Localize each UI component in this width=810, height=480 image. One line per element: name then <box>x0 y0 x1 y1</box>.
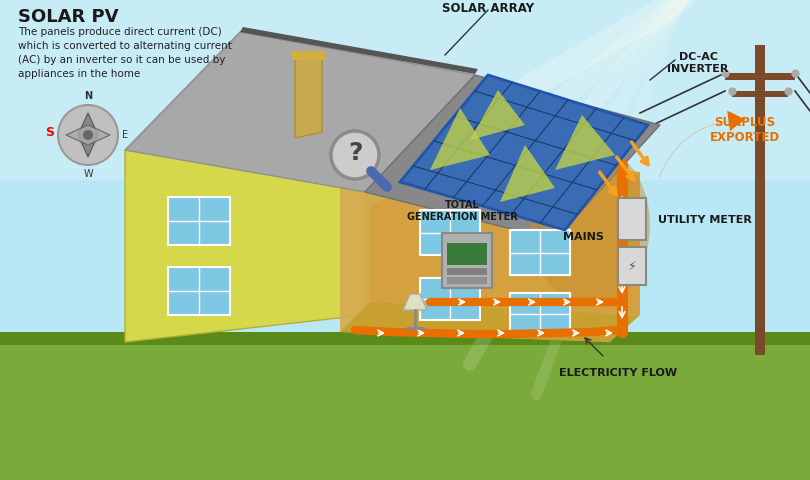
Text: SOLAR ARRAY: SOLAR ARRAY <box>442 2 534 15</box>
Text: which is converted to alternating current: which is converted to alternating curren… <box>18 41 232 51</box>
Polygon shape <box>430 108 490 170</box>
Bar <box>0 0 810 180</box>
Polygon shape <box>403 294 427 310</box>
Bar <box>292 51 325 60</box>
Circle shape <box>58 105 118 165</box>
Circle shape <box>331 131 379 179</box>
Bar <box>618 198 646 240</box>
Text: MAINS: MAINS <box>563 232 603 242</box>
Polygon shape <box>78 113 98 157</box>
Polygon shape <box>400 75 648 230</box>
Bar <box>168 267 230 315</box>
Text: ⚡: ⚡ <box>628 260 637 273</box>
Bar <box>168 197 230 245</box>
Bar <box>447 277 487 284</box>
Polygon shape <box>125 29 245 152</box>
Polygon shape <box>295 54 322 138</box>
Polygon shape <box>500 145 555 202</box>
Bar <box>420 278 480 320</box>
Text: N: N <box>84 91 92 101</box>
Text: The panels produce direct current (DC): The panels produce direct current (DC) <box>18 27 222 37</box>
Text: (AC) by an inverter so it can be used by: (AC) by an inverter so it can be used by <box>18 55 225 65</box>
Polygon shape <box>470 90 525 140</box>
Text: SURPLUS
EXPORTED: SURPLUS EXPORTED <box>710 116 780 144</box>
Bar <box>420 210 480 255</box>
Polygon shape <box>370 162 640 315</box>
Bar <box>510 230 570 275</box>
Polygon shape <box>240 27 478 74</box>
Polygon shape <box>365 105 610 342</box>
Text: SOLAR PV: SOLAR PV <box>18 8 118 26</box>
Polygon shape <box>340 302 640 342</box>
Text: ELECTRICITY FLOW: ELECTRICITY FLOW <box>559 368 677 378</box>
Text: S: S <box>45 127 54 140</box>
Text: TOTAL
GENERATION METER: TOTAL GENERATION METER <box>407 201 518 222</box>
Text: W: W <box>83 169 93 179</box>
FancyArrowPatch shape <box>659 111 745 178</box>
Text: E: E <box>122 130 128 140</box>
Bar <box>510 293 570 335</box>
Ellipse shape <box>530 145 650 305</box>
Polygon shape <box>66 125 110 145</box>
Polygon shape <box>365 75 660 240</box>
Bar <box>618 247 646 285</box>
Bar <box>447 243 487 265</box>
Bar <box>755 45 765 355</box>
Polygon shape <box>0 340 810 480</box>
Polygon shape <box>0 332 810 345</box>
Text: appliances in the home: appliances in the home <box>18 69 140 79</box>
Text: ?: ? <box>347 141 362 165</box>
Polygon shape <box>340 185 610 342</box>
Polygon shape <box>555 115 615 170</box>
Bar <box>725 73 795 80</box>
Text: DC-AC
INVERTER: DC-AC INVERTER <box>667 52 729 73</box>
Polygon shape <box>125 32 475 192</box>
Bar <box>447 268 487 275</box>
Polygon shape <box>125 105 365 342</box>
Bar <box>732 91 788 97</box>
Bar <box>442 233 492 288</box>
Text: UTILITY METER: UTILITY METER <box>658 215 752 225</box>
Circle shape <box>83 130 93 140</box>
